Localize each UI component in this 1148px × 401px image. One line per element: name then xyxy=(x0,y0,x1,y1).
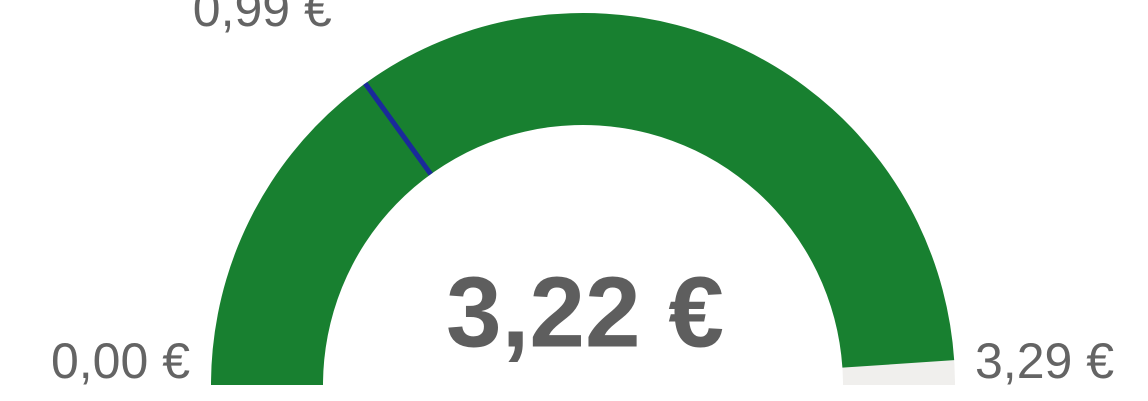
target-label: 0,99 € xyxy=(193,0,332,37)
target-line xyxy=(363,81,433,176)
max-label: 3,29 € xyxy=(975,333,1114,389)
gauge-value-arc xyxy=(211,12,955,386)
min-label: 0,00 € xyxy=(51,333,190,389)
value-label: 3,22 € xyxy=(446,256,724,368)
